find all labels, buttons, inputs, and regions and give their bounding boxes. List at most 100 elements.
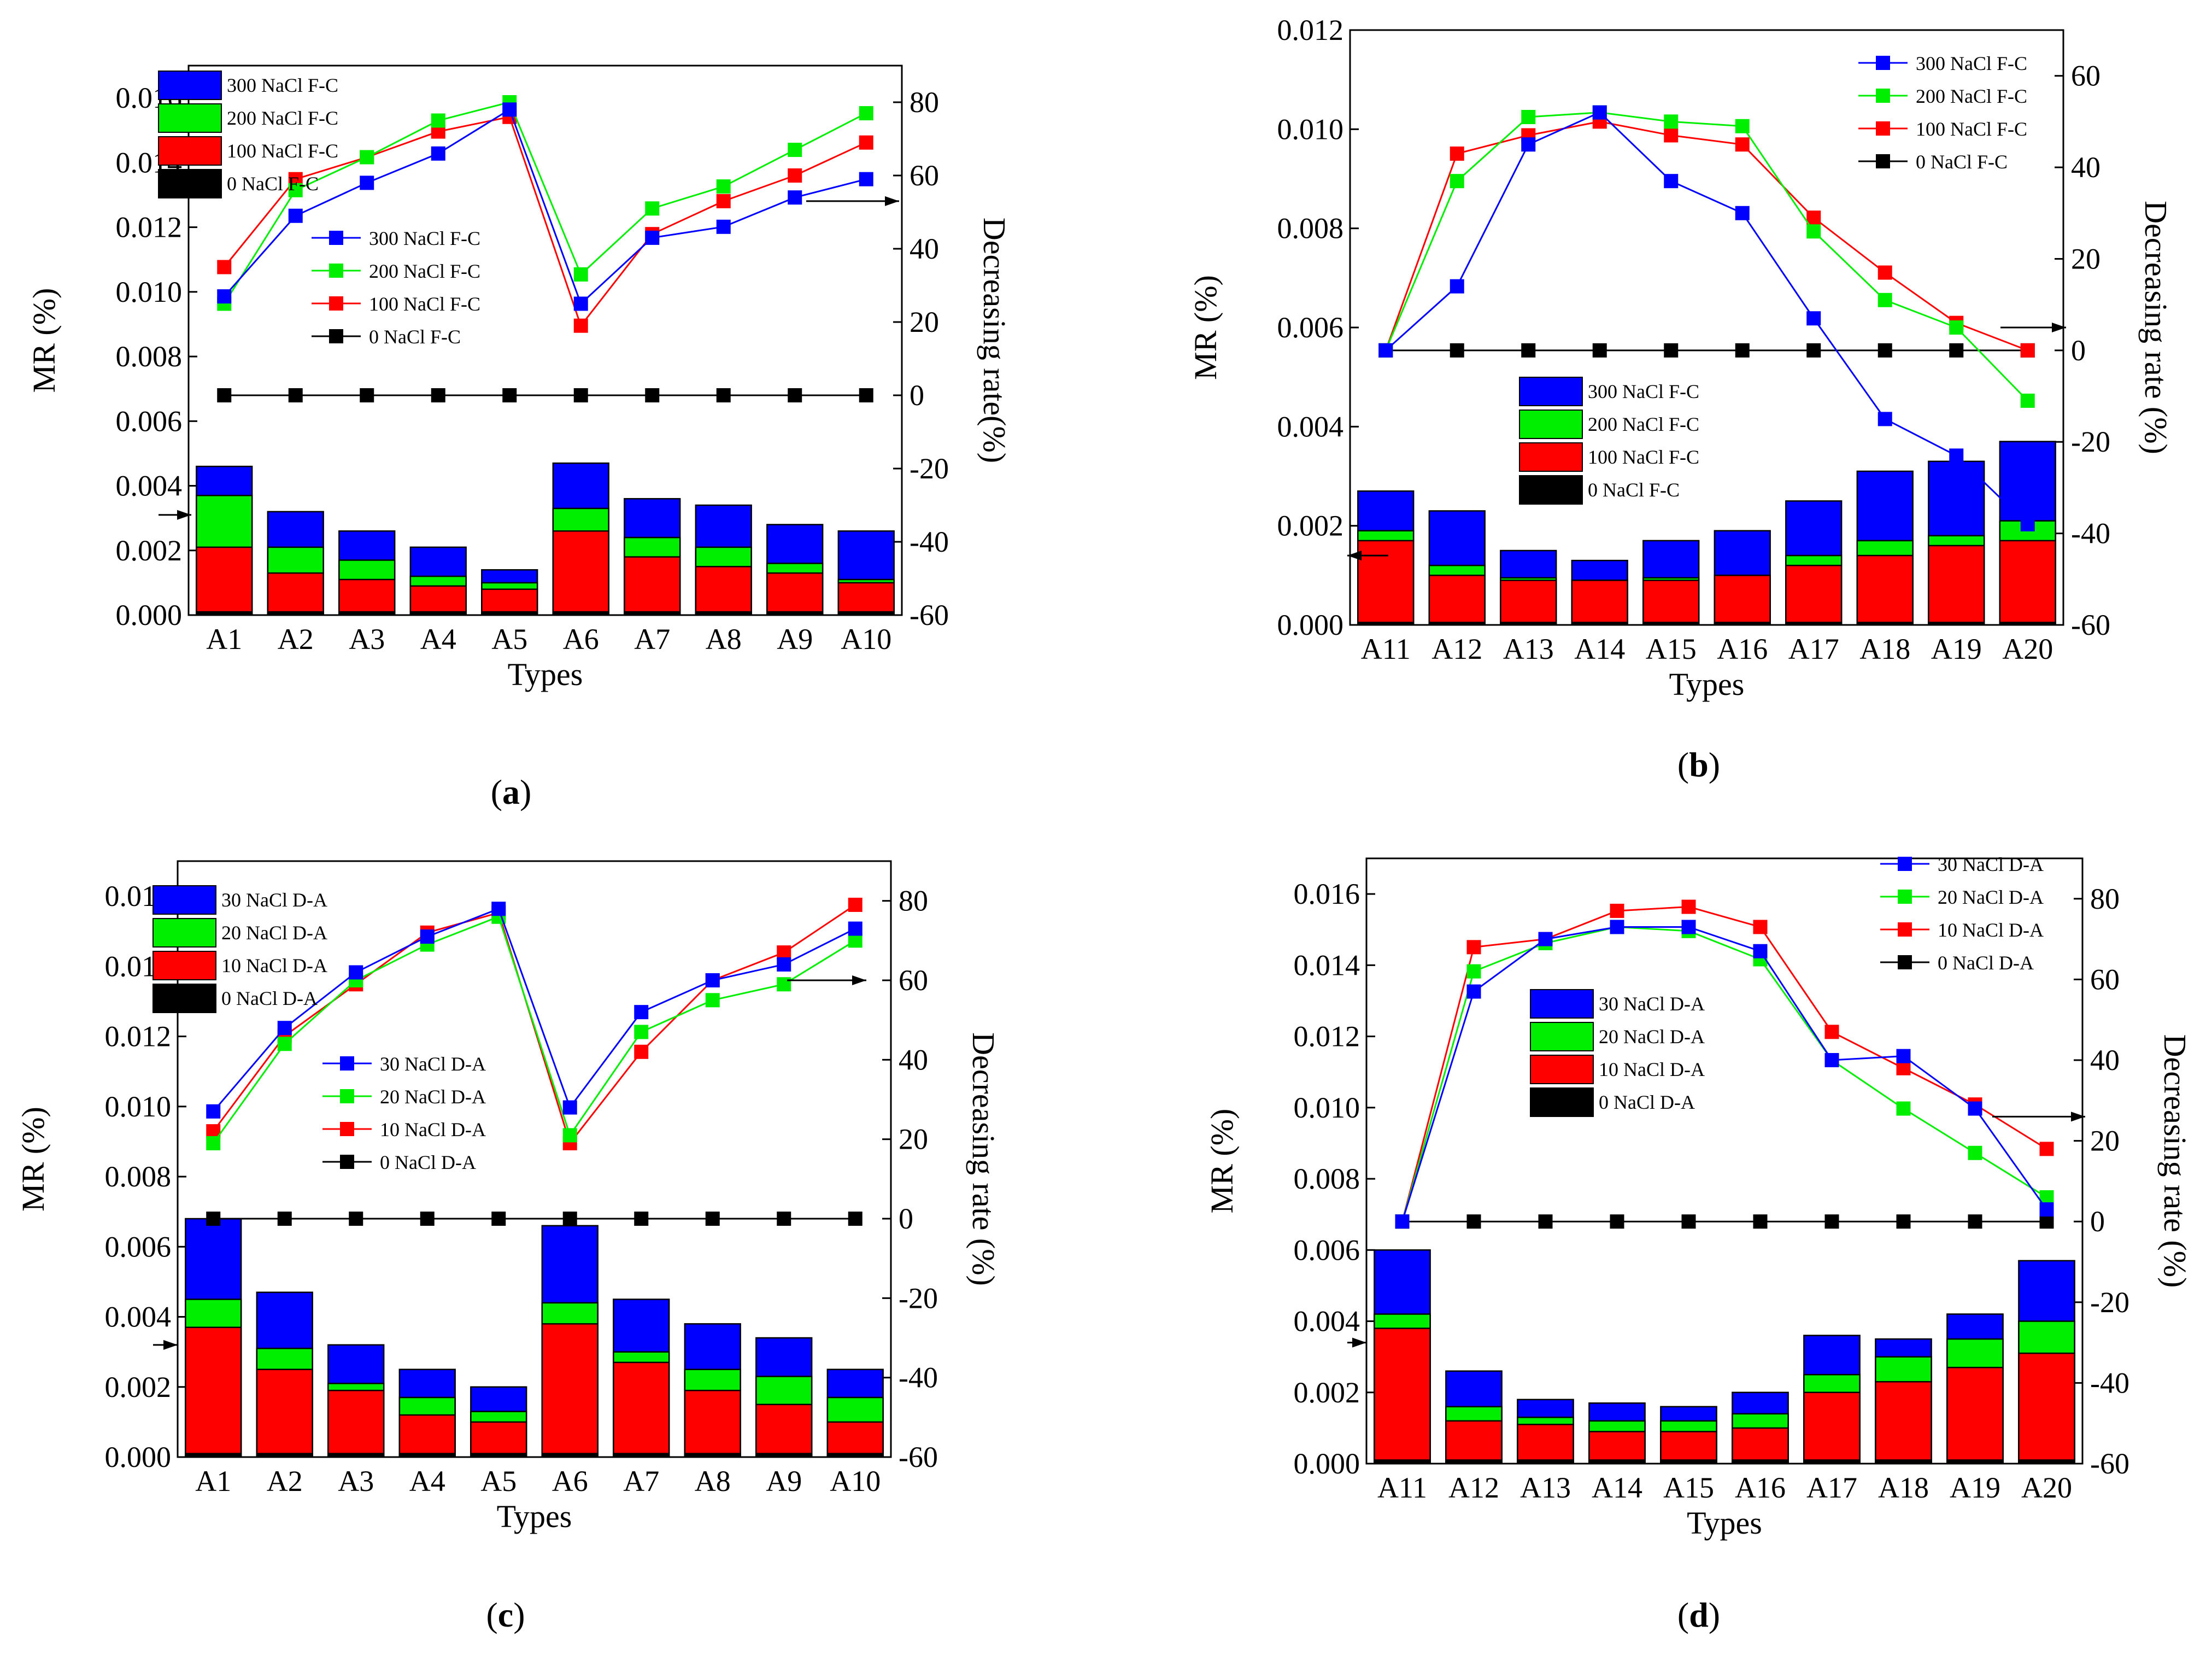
line-point-300-A10 bbox=[859, 172, 873, 186]
line-legend-marker-300 bbox=[340, 1056, 354, 1071]
line-point-200-A6 bbox=[573, 267, 588, 282]
bar-0-A12 bbox=[1445, 1459, 1503, 1465]
line-point-0-A7 bbox=[634, 1212, 649, 1226]
line-point-0-A9 bbox=[777, 1212, 791, 1226]
bar-0-A19 bbox=[1946, 1459, 2004, 1465]
x-tick-label: A13 bbox=[1520, 1471, 1571, 1504]
y-tick-label: 0.004 bbox=[1294, 1305, 1360, 1338]
line-point-200-A9 bbox=[777, 977, 791, 992]
line-point-0-A7 bbox=[645, 388, 660, 402]
bar-0-A3 bbox=[338, 611, 396, 616]
y-tick-label: 0.004 bbox=[105, 1301, 172, 1334]
x-tick-label: A14 bbox=[1592, 1471, 1642, 1504]
bar-legend: 300 NaCl F-C 200 NaCl F-C 100 NaCl F-C 0 Na… bbox=[158, 71, 338, 198]
bar-100-A4 bbox=[409, 585, 467, 616]
line-series-200 bbox=[1401, 926, 2047, 1222]
line-point-0-A12 bbox=[1450, 343, 1464, 358]
line-legend-marker-100 bbox=[1876, 121, 1890, 136]
line-legend-label: 100 NaCl F-C bbox=[369, 293, 480, 315]
y2-axis-title: Decreasing rate(%) bbox=[977, 218, 1012, 463]
line-legend: 30 NaCl D-A 20 NaCl D-A 10 NaCl D-A 0 NaCl … bbox=[322, 1053, 486, 1173]
line-point-100-A9 bbox=[788, 168, 802, 183]
bar-legend-label: 0 NaCl D-A bbox=[221, 987, 318, 1009]
line-legend-marker-0 bbox=[1898, 955, 1912, 969]
subfigure-letter: a bbox=[502, 773, 520, 811]
line-point-100-A7 bbox=[634, 1044, 649, 1059]
y-tick-label: 0.010 bbox=[105, 1090, 172, 1123]
x-tick-label: A18 bbox=[1859, 633, 1910, 665]
x-tick-label: A9 bbox=[777, 623, 813, 656]
x-tick-label: A7 bbox=[623, 1465, 659, 1498]
line-legend-label: 0 NaCl F-C bbox=[1916, 151, 2008, 173]
bar-100-A18 bbox=[1875, 1381, 1932, 1465]
bar-100-A13 bbox=[1517, 1424, 1574, 1465]
bar-0-A5 bbox=[470, 1453, 527, 1458]
line-point-200-A10 bbox=[859, 106, 873, 121]
bar-100-A15 bbox=[1642, 580, 1700, 626]
bar-legend-label: 20 NaCl D-A bbox=[1599, 1026, 1705, 1048]
line-legend-label: 300 NaCl F-C bbox=[1916, 52, 2027, 74]
y-tick-label: 0.010 bbox=[1277, 113, 1344, 145]
line-legend-label: 10 NaCl D-A bbox=[1938, 919, 2044, 941]
bar-100-A3 bbox=[338, 578, 396, 616]
bar-100-A20 bbox=[2018, 1352, 2075, 1465]
line-point-300-A6 bbox=[573, 296, 588, 311]
bar-0-A17 bbox=[1785, 622, 1843, 626]
bar-legend-label: 20 NaCl D-A bbox=[221, 922, 327, 944]
x-tick-label: A14 bbox=[1574, 633, 1625, 665]
bar-100-A13 bbox=[1500, 580, 1557, 626]
left-axis-arrow-head bbox=[1347, 551, 1362, 561]
y2-tick-label: 60 bbox=[910, 159, 939, 192]
bar-100-A6 bbox=[541, 1323, 599, 1458]
bar-100-A20 bbox=[1999, 540, 2056, 626]
bar-legend-label: 100 NaCl F-C bbox=[227, 140, 338, 162]
y-tick-label: 0.000 bbox=[1294, 1447, 1360, 1480]
line-point-300-A5 bbox=[491, 902, 506, 916]
y2-axis-title: Decreasing rate (%) bbox=[2157, 1034, 2193, 1288]
bar-0-A15 bbox=[1642, 622, 1700, 626]
bar-0-A20 bbox=[2018, 1459, 2075, 1465]
bar-100-A9 bbox=[766, 572, 824, 616]
bar-legend-swatch-100 bbox=[1519, 442, 1583, 472]
line-legend: 300 NaCl F-C 200 NaCl F-C 100 NaCl F-C 0 Na… bbox=[312, 227, 480, 348]
line-point-200-A18 bbox=[1896, 1101, 1911, 1116]
subfigure-paren-close: ) bbox=[513, 1595, 525, 1634]
y-tick-label: 0.006 bbox=[105, 1230, 172, 1263]
line-legend-label: 200 NaCl F-C bbox=[369, 260, 480, 282]
bar-100-A8 bbox=[695, 566, 752, 616]
line-point-0-A5 bbox=[502, 388, 517, 402]
y-tick-label: 0.008 bbox=[105, 1160, 172, 1193]
bar-100-A3 bbox=[327, 1389, 385, 1458]
plot-frame bbox=[177, 860, 892, 1458]
line-point-300-A8 bbox=[716, 219, 731, 234]
x-tick-label: A20 bbox=[2021, 1471, 2072, 1504]
line-point-200-A15 bbox=[1664, 114, 1679, 129]
x-tick-label: A15 bbox=[1663, 1471, 1714, 1504]
line-point-0-A18 bbox=[1896, 1214, 1911, 1229]
bar-100-A11 bbox=[1374, 1327, 1431, 1465]
y-tick-label: 0.014 bbox=[1294, 949, 1360, 981]
x-tick-label: A17 bbox=[1806, 1471, 1857, 1504]
line-point-300-A1 bbox=[217, 289, 232, 304]
y2-axis-title: Decreasing rate (%) bbox=[966, 1032, 1001, 1286]
bar-legend-label: 300 NaCl F-C bbox=[1588, 381, 1699, 402]
x-axis-title: Types bbox=[508, 657, 583, 692]
line-point-300-A17 bbox=[1824, 1053, 1839, 1067]
bar-legend-swatch-200 bbox=[1530, 1022, 1594, 1051]
bar-0-A20 bbox=[1999, 622, 2056, 626]
line-legend-marker-300 bbox=[329, 231, 343, 245]
line-point-0-A8 bbox=[705, 1212, 720, 1226]
bar-100-A5 bbox=[481, 588, 538, 616]
bar-100-A16 bbox=[1732, 1427, 1789, 1465]
line-point-300-A17 bbox=[1806, 311, 1821, 326]
x-tick-label: A8 bbox=[695, 1465, 731, 1498]
y2-tick-label: 60 bbox=[899, 964, 928, 997]
line-series-100 bbox=[1384, 120, 2028, 352]
line-series-100 bbox=[1401, 906, 2047, 1222]
line-legend-marker-0 bbox=[1876, 154, 1890, 168]
bar-100-A19 bbox=[1946, 1366, 2004, 1465]
plot-frame bbox=[1365, 857, 2084, 1465]
x-tick-label: A3 bbox=[349, 623, 385, 656]
bar-0-A6 bbox=[552, 611, 609, 616]
